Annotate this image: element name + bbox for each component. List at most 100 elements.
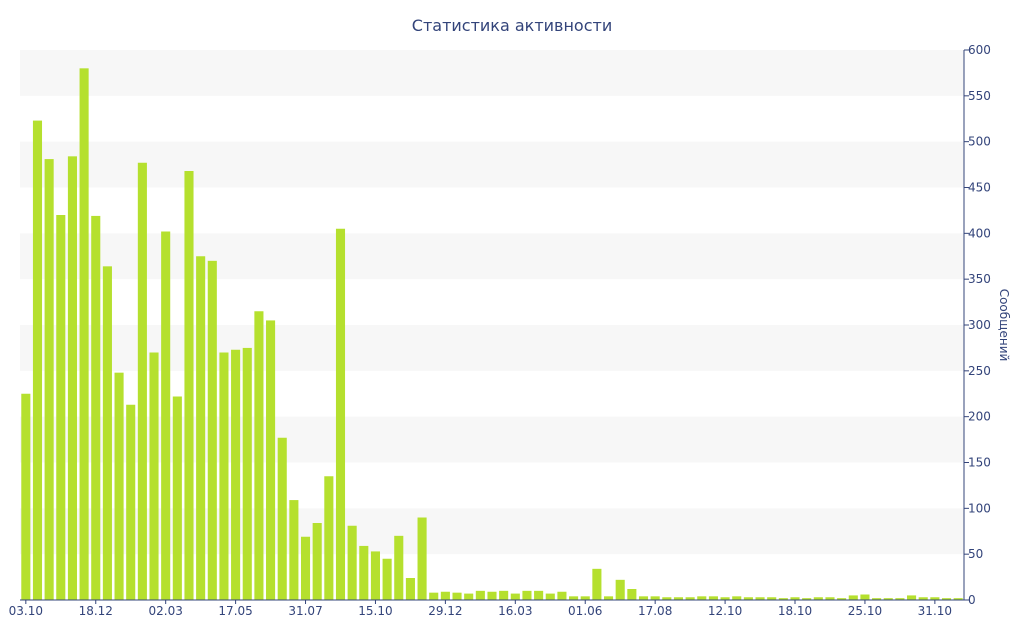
bar xyxy=(895,598,905,600)
bar xyxy=(603,596,614,600)
y-tick-label: 200 xyxy=(968,410,991,424)
bar xyxy=(953,598,963,600)
bar xyxy=(883,598,893,600)
bar xyxy=(67,156,77,601)
bar xyxy=(359,545,369,600)
bar xyxy=(872,598,882,600)
x-tick-label: 16.03 xyxy=(498,604,532,618)
bar-series xyxy=(21,68,963,601)
bar xyxy=(207,260,217,600)
x-tick-label: 25.10 xyxy=(848,604,882,618)
bar xyxy=(44,159,54,601)
bar xyxy=(569,596,579,600)
bar xyxy=(91,215,101,600)
y-tick-label: 500 xyxy=(968,135,991,149)
x-axis-ticks: 03.10 18.12 02.03 17.05 31.07 15.10 29.12 16.03… xyxy=(9,600,952,618)
bar xyxy=(907,595,917,600)
grid-bands xyxy=(20,50,964,555)
y-tick-label: 400 xyxy=(968,226,991,240)
bar xyxy=(370,551,381,600)
y-tick-label: 0 xyxy=(968,593,976,607)
bar xyxy=(708,596,718,600)
x-tick-label: 18.12 xyxy=(79,604,113,618)
bar xyxy=(452,592,462,600)
bar xyxy=(487,591,497,600)
bar xyxy=(778,598,788,600)
bar xyxy=(941,598,952,600)
bar xyxy=(347,525,357,600)
bar xyxy=(755,597,765,600)
grid-band xyxy=(20,233,964,280)
bar xyxy=(580,596,590,600)
bar xyxy=(79,68,89,601)
y-tick-label: 250 xyxy=(968,364,991,378)
bar xyxy=(813,597,823,600)
bar xyxy=(930,597,940,600)
y-tick-label: 600 xyxy=(968,43,991,57)
bar xyxy=(149,352,159,600)
bar xyxy=(918,597,928,600)
bar xyxy=(697,596,707,600)
grid-band xyxy=(20,50,964,96)
bar xyxy=(790,597,800,600)
bar xyxy=(300,536,311,600)
bar xyxy=(56,215,66,600)
x-tick-label: 17.08 xyxy=(638,604,672,618)
x-tick-label: 17.05 xyxy=(218,604,252,618)
bar xyxy=(464,593,474,600)
bar xyxy=(161,231,171,600)
y-tick-label: 350 xyxy=(968,272,991,286)
bar xyxy=(638,596,649,600)
bar xyxy=(394,535,404,600)
grid-band xyxy=(20,325,964,371)
x-tick-label: 01.06 xyxy=(568,604,602,618)
y-axis-title: Сообщений xyxy=(997,289,1011,362)
bar xyxy=(673,597,684,600)
bar xyxy=(21,393,31,600)
bar xyxy=(534,590,544,600)
bar xyxy=(324,476,334,600)
x-tick-label: 31.10 xyxy=(918,604,952,618)
bar xyxy=(825,597,835,600)
y-tick-label: 550 xyxy=(968,89,991,103)
x-tick-label: 29.12 xyxy=(428,604,462,618)
bar xyxy=(767,597,777,600)
bar xyxy=(627,589,637,600)
bar xyxy=(429,592,439,600)
bar xyxy=(557,591,567,600)
bar xyxy=(219,352,229,600)
y-tick-label: 450 xyxy=(968,181,991,195)
x-tick-label: 03.10 xyxy=(9,604,43,618)
x-tick-label: 12.10 xyxy=(708,604,742,618)
bar xyxy=(102,266,112,600)
grid-band xyxy=(20,141,964,188)
bar xyxy=(254,311,264,600)
bar xyxy=(335,228,346,600)
bar xyxy=(522,590,532,600)
chart-title: Статистика активности xyxy=(412,16,612,35)
bar xyxy=(242,347,252,600)
y-tick-label: 100 xyxy=(968,501,991,515)
bar xyxy=(545,593,555,600)
bar xyxy=(417,517,427,600)
bar xyxy=(137,162,147,600)
bar xyxy=(732,596,742,600)
bar xyxy=(172,396,182,600)
bar xyxy=(405,578,415,600)
y-tick-label: 150 xyxy=(968,456,991,470)
bar xyxy=(289,500,299,600)
bar xyxy=(860,594,870,600)
bar xyxy=(662,597,672,600)
bar xyxy=(126,404,136,600)
bar xyxy=(32,120,43,600)
bar xyxy=(184,171,194,600)
y-tick-label: 50 xyxy=(968,547,983,561)
bar xyxy=(802,598,812,600)
bar xyxy=(277,437,287,600)
bar xyxy=(231,349,241,600)
x-tick-label: 18.10 xyxy=(778,604,812,618)
bar xyxy=(743,597,753,600)
x-tick-label: 02.03 xyxy=(148,604,182,618)
x-tick-label: 31.07 xyxy=(288,604,322,618)
